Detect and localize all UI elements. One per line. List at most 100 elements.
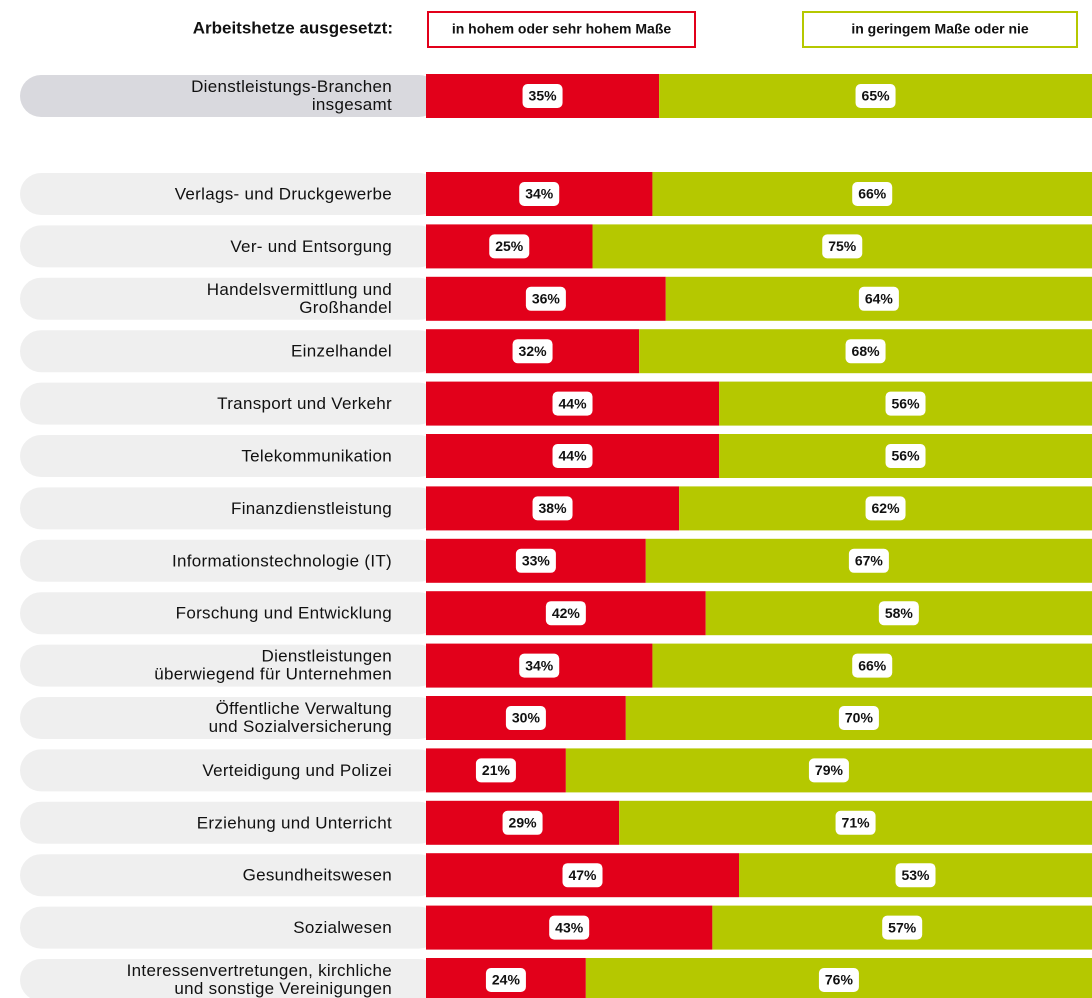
value-label: 53% xyxy=(901,867,930,883)
label-pill xyxy=(20,801,440,844)
value-label-bg xyxy=(855,84,896,108)
value-label: 33% xyxy=(522,553,551,569)
value-label: 30% xyxy=(512,710,541,726)
label-pill xyxy=(20,906,440,949)
value-label-bg xyxy=(845,339,886,364)
value-label-bg xyxy=(515,548,556,573)
category-label: Telekommunikation xyxy=(241,446,392,465)
value-label: 57% xyxy=(888,919,917,935)
label-pill xyxy=(20,277,440,320)
value-label: 34% xyxy=(525,186,554,202)
label-pill xyxy=(20,749,440,792)
category-label: Erziehung und Unterricht xyxy=(197,813,392,832)
value-label-bg xyxy=(878,601,919,626)
value-label: 24% xyxy=(492,972,521,988)
value-label: 65% xyxy=(862,88,891,104)
value-label: 56% xyxy=(892,448,921,464)
label-pill xyxy=(20,592,440,635)
value-label: 68% xyxy=(852,343,881,359)
value-label: 79% xyxy=(815,762,844,778)
label-pill xyxy=(20,435,440,477)
category-label: Verteidigung und Polizei xyxy=(202,761,392,780)
label-pill xyxy=(20,382,440,425)
value-label: 67% xyxy=(855,553,884,569)
value-label-bg xyxy=(858,286,899,311)
value-label-bg xyxy=(562,863,603,888)
value-label: 43% xyxy=(555,919,584,935)
value-label-bg xyxy=(835,810,876,835)
value-label-bg xyxy=(485,968,526,992)
value-label: 25% xyxy=(495,238,524,254)
value-label: 75% xyxy=(828,238,857,254)
value-label-bg xyxy=(519,182,560,206)
value-label-bg xyxy=(475,758,516,783)
legend-box xyxy=(802,11,1078,48)
category-label: Interessenvertretungen, kirchliche und so… xyxy=(127,961,392,998)
value-label-bg xyxy=(852,182,893,206)
label-pill xyxy=(20,75,440,117)
value-label-bg xyxy=(522,84,563,108)
value-label: 34% xyxy=(525,657,554,673)
value-label: 44% xyxy=(559,395,588,411)
value-label: 71% xyxy=(842,815,871,831)
value-label-bg xyxy=(502,810,543,835)
value-label: 32% xyxy=(519,343,548,359)
category-label: Verlags- und Druckgewerbe xyxy=(175,184,392,203)
value-label-bg xyxy=(489,234,530,259)
value-label-bg xyxy=(865,496,906,521)
category-label: Forschung und Entwicklung xyxy=(176,604,392,623)
value-label-bg xyxy=(895,863,936,888)
label-pill xyxy=(20,959,440,998)
value-label-bg xyxy=(822,234,863,259)
value-label-bg xyxy=(852,653,893,678)
category-label: Gesundheitswesen xyxy=(243,866,392,885)
value-label: 35% xyxy=(529,88,558,104)
value-label-bg xyxy=(552,391,593,416)
value-label-bg xyxy=(525,286,566,311)
value-label-bg xyxy=(519,653,560,678)
value-label: 66% xyxy=(858,657,887,673)
value-label-bg xyxy=(838,706,879,730)
value-label-bg xyxy=(885,391,926,416)
label-pill xyxy=(20,539,440,582)
category-label: Dienstleistungs-Branchen insgesamt xyxy=(191,77,392,114)
legend-box xyxy=(427,11,696,48)
value-label-bg xyxy=(848,548,889,573)
value-label: 64% xyxy=(865,291,894,307)
value-label-bg xyxy=(885,444,926,468)
category-label: Informationstechnologie (IT) xyxy=(172,551,392,570)
value-label: 42% xyxy=(552,605,581,621)
label-pill xyxy=(20,330,440,373)
value-label-bg xyxy=(818,968,859,992)
value-label: 56% xyxy=(892,395,921,411)
category-label: Finanzdienstleistung xyxy=(231,499,392,518)
value-label-bg xyxy=(532,496,573,521)
label-pill xyxy=(20,487,440,530)
category-label: Öffentliche Verwaltung und Sozialversiche… xyxy=(209,699,392,736)
category-label: Einzelhandel xyxy=(291,342,392,361)
category-label: Handelsvermittlung und Großhandel xyxy=(207,280,392,317)
value-label: 44% xyxy=(559,448,588,464)
value-label: 36% xyxy=(532,291,561,307)
value-label: 58% xyxy=(885,605,914,621)
value-label: 66% xyxy=(858,186,887,202)
legend-label: in geringem Maße oder nie xyxy=(851,21,1029,37)
value-label: 29% xyxy=(509,815,538,831)
category-label: Dienstleistungen überwiegend für Unterneh… xyxy=(154,647,392,684)
label-pill xyxy=(20,225,440,268)
chart-title: Arbeitshetze ausgesetzt: xyxy=(193,18,393,37)
value-label-bg xyxy=(549,915,590,940)
value-label: 21% xyxy=(482,762,511,778)
value-label: 47% xyxy=(568,867,597,883)
value-label-bg xyxy=(512,339,553,364)
value-label-bg xyxy=(552,444,593,468)
value-label: 76% xyxy=(825,972,854,988)
label-pill xyxy=(20,854,440,897)
legend-label: in hohem oder sehr hohem Maße xyxy=(452,21,672,37)
value-label: 38% xyxy=(539,500,568,516)
label-pill xyxy=(20,644,440,687)
value-label: 62% xyxy=(872,500,901,516)
category-label: Transport und Verkehr xyxy=(217,394,392,413)
value-label-bg xyxy=(808,758,849,783)
